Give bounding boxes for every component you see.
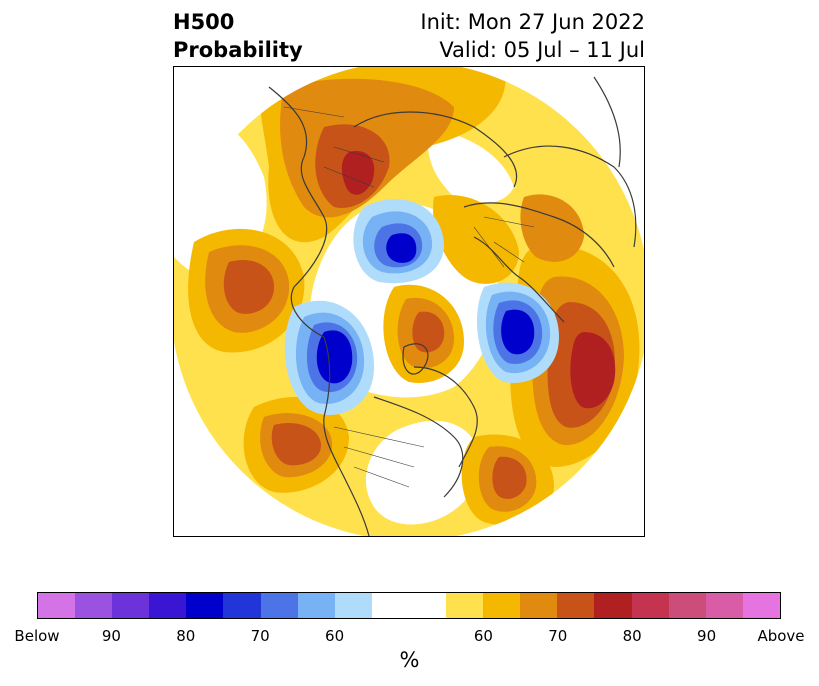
field-brown-se bbox=[492, 456, 527, 499]
field-brown-c bbox=[412, 311, 445, 353]
colorbar-segment bbox=[223, 593, 261, 618]
colorbar-tick-label: Above bbox=[757, 627, 805, 645]
colorbar-tick-label: 70 bbox=[250, 627, 270, 645]
field-neutral-south bbox=[365, 420, 480, 525]
colorbar-unit-label: % bbox=[399, 648, 420, 672]
field-brown-sw bbox=[271, 423, 322, 466]
colorbar-segment bbox=[742, 593, 780, 618]
colorbar-segment bbox=[557, 593, 595, 618]
colorbar-ticks: Below 90 80 70 60 60 70 80 90 Above bbox=[14, 627, 804, 647]
field-blue3-e bbox=[501, 309, 535, 355]
colorbar-tick-label: 90 bbox=[101, 627, 121, 645]
title-line-1: H500 bbox=[173, 10, 235, 34]
valid-date: Valid: 05 Jul – 11 Jul bbox=[439, 38, 645, 62]
colorbar-segment bbox=[75, 593, 113, 618]
colorbar-tick-label: 80 bbox=[622, 627, 642, 645]
colorbar-segment bbox=[483, 593, 521, 618]
colorbar-segment bbox=[594, 593, 632, 618]
political-borders bbox=[283, 106, 535, 488]
colorbar-tick-label: 70 bbox=[548, 627, 568, 645]
init-date: Init: Mon 27 Jun 2022 bbox=[420, 10, 645, 34]
map-title: H500 Probability bbox=[173, 8, 303, 64]
colorbar-tick-label: Below bbox=[14, 627, 60, 645]
colorbar-segment bbox=[631, 593, 669, 618]
colorbar-segment bbox=[112, 593, 150, 618]
colorbar-segment bbox=[705, 593, 743, 618]
field-blue3-n bbox=[386, 233, 417, 263]
valid-period: Init: Mon 27 Jun 2022 Valid: 05 Jul – 11… bbox=[420, 8, 645, 64]
colorbar-segment bbox=[668, 593, 706, 618]
field-brown-w bbox=[223, 259, 274, 314]
colorbar-tick-label: 90 bbox=[697, 627, 717, 645]
colorbar-segment bbox=[149, 593, 187, 618]
field-red-e bbox=[570, 332, 616, 409]
colorbar-segment bbox=[334, 593, 372, 618]
colorbar-segment bbox=[186, 593, 224, 618]
colorbar-segment bbox=[371, 593, 409, 618]
colorbar-tick-label: 80 bbox=[176, 627, 196, 645]
colorbar-segment bbox=[408, 593, 447, 618]
colorbar bbox=[37, 592, 781, 619]
colorbar-tick-label: 60 bbox=[325, 627, 345, 645]
colorbar-segment bbox=[38, 593, 76, 618]
colorbar-tick-label: 60 bbox=[473, 627, 493, 645]
field-neutral-arctic bbox=[427, 127, 514, 204]
colorbar-segment bbox=[446, 593, 484, 618]
field-blue3-w bbox=[316, 330, 353, 384]
title-line-2: Probability bbox=[173, 38, 303, 62]
field-orange-eurasia bbox=[433, 195, 519, 284]
colorbar-segment bbox=[520, 593, 558, 618]
colorbar-segment bbox=[260, 593, 298, 618]
map-canvas bbox=[174, 67, 644, 536]
probability-map bbox=[173, 66, 645, 537]
colorbar-segment bbox=[297, 593, 335, 618]
